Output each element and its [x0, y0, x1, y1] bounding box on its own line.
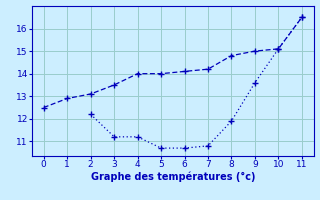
X-axis label: Graphe des températures (°c): Graphe des températures (°c): [91, 172, 255, 182]
